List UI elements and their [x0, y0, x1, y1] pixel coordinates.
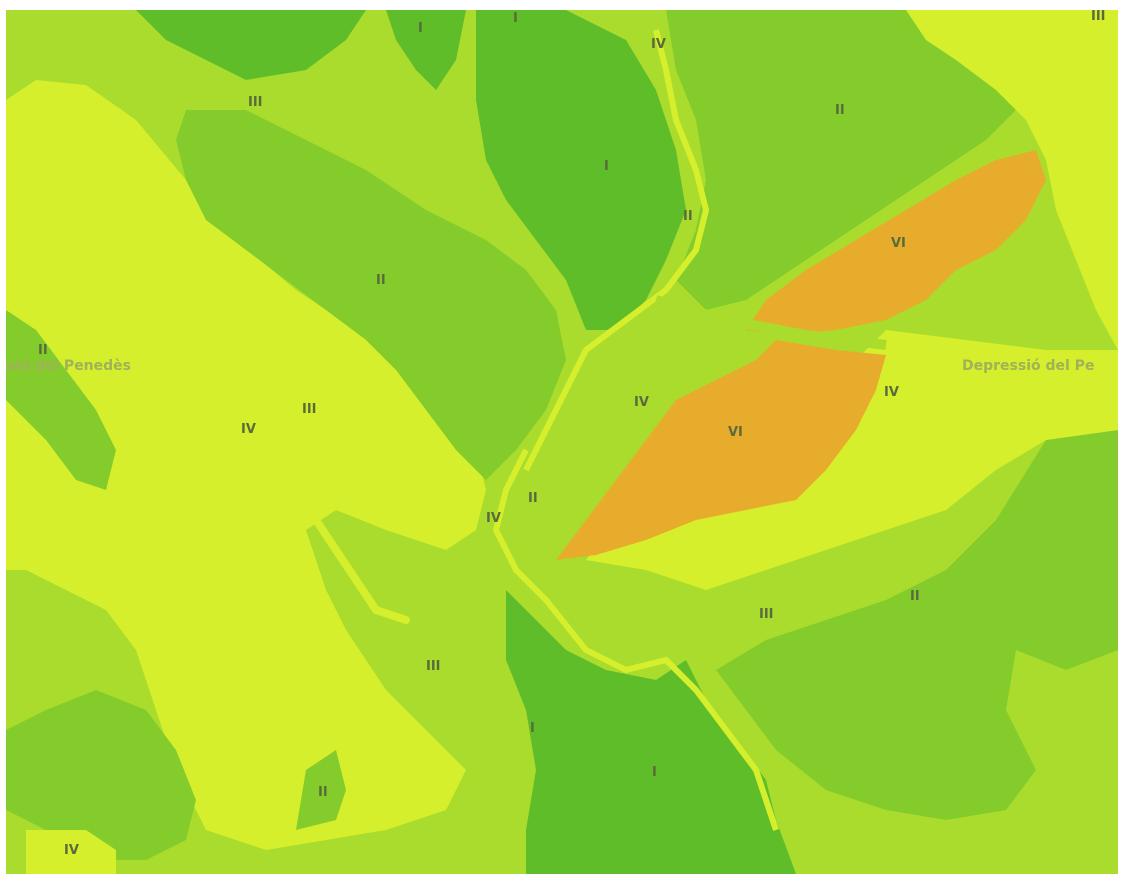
zone-class-II-south-patch	[296, 750, 346, 830]
class-label: I	[418, 21, 423, 36]
streak-class-IV-3	[292, 386, 390, 514]
zone-class-IV-southwest	[26, 830, 116, 874]
streak-class-IV-1	[172, 326, 330, 634]
zone-class-II-northeast	[666, 10, 1036, 310]
class-label: II	[835, 103, 845, 118]
soil-capability-map[interactable]: aió del Penedès Depressió del Pe I I IV …	[6, 10, 1118, 874]
class-label: IV	[651, 37, 666, 52]
class-label: II	[318, 785, 328, 800]
zone-class-II-northwest	[176, 110, 566, 480]
class-label: IV	[634, 395, 649, 410]
zone-class-I-northwest	[136, 10, 366, 80]
class-label: III	[426, 659, 441, 674]
zone-class-IV-central	[316, 330, 466, 530]
class-label: II	[528, 491, 538, 506]
class-label: IV	[884, 385, 899, 400]
zone-class-I-north	[476, 10, 686, 330]
zone-class-I-south	[506, 590, 796, 874]
zone-class-II-east	[716, 430, 1118, 820]
class-label: IV	[486, 511, 501, 526]
region-label-west: aió del Penedès	[6, 358, 131, 374]
class-label: IV	[64, 843, 79, 858]
region-label-east: Depressió del Pe	[962, 358, 1094, 374]
zone-class-II-southwest	[6, 690, 196, 860]
class-label: II	[683, 209, 693, 224]
class-label: VI	[891, 236, 906, 251]
map-canvas[interactable]: aió del Penedès Depressió del Pe I I IV …	[6, 10, 1118, 874]
class-label: II	[38, 343, 48, 358]
river-north	[523, 29, 710, 472]
class-label: II	[910, 589, 920, 604]
streak-class-IV-2	[232, 376, 410, 624]
zone-class-IV-east	[586, 330, 1118, 590]
zone-class-I-north-small	[386, 10, 466, 90]
class-label: I	[604, 159, 609, 174]
class-label: I	[513, 11, 518, 26]
zone-class-II-west-edge	[6, 310, 116, 490]
zone-class-IV-northeast	[906, 10, 1118, 350]
class-label: VI	[728, 425, 743, 440]
river-central	[492, 448, 779, 831]
class-label: III	[302, 402, 317, 417]
class-label: III	[248, 95, 263, 110]
zone-class-VI-upper	[746, 150, 1046, 335]
class-label: III	[759, 607, 774, 622]
class-label: IV	[241, 422, 256, 437]
class-label: II	[376, 273, 386, 288]
zone-class-VI-central	[556, 340, 886, 560]
class-label: I	[530, 721, 535, 736]
river-east	[654, 295, 887, 350]
class-label: I	[652, 765, 657, 780]
class-label: III	[1091, 10, 1106, 24]
